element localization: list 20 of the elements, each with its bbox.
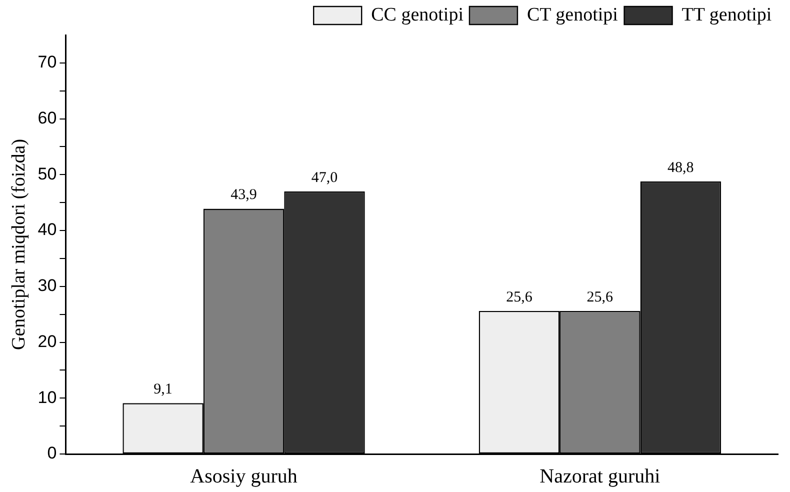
data-label: 25,6	[586, 289, 614, 306]
y-tick-label: 70	[38, 52, 57, 72]
x-tick-label: Nazorat guruhi	[540, 465, 661, 488]
y-tick-label: 60	[38, 108, 57, 128]
data-label: 43,9	[230, 187, 257, 204]
y-tick-label: 30	[38, 276, 57, 296]
data-label: 48,8	[668, 160, 694, 176]
y-axis-title: Genotiplar miqdori (foizda)	[8, 138, 30, 350]
y-tick-label: 50	[38, 164, 57, 184]
legend-label: CC genotipi	[371, 4, 464, 26]
data-label: 9,1	[154, 382, 172, 398]
data-label: 47,0	[311, 170, 338, 186]
y-tick-label: 10	[38, 388, 57, 407]
legend-label: TT genotipi	[682, 4, 772, 26]
y-tick-label: 0	[47, 444, 57, 463]
y-tick-label: 40	[38, 220, 57, 240]
y-tick-label: 20	[38, 332, 57, 351]
x-tick-label: Asosiy guruh	[190, 465, 298, 488]
data-label: 25,6	[506, 289, 533, 306]
legend-label: CT genotipi	[526, 4, 618, 26]
